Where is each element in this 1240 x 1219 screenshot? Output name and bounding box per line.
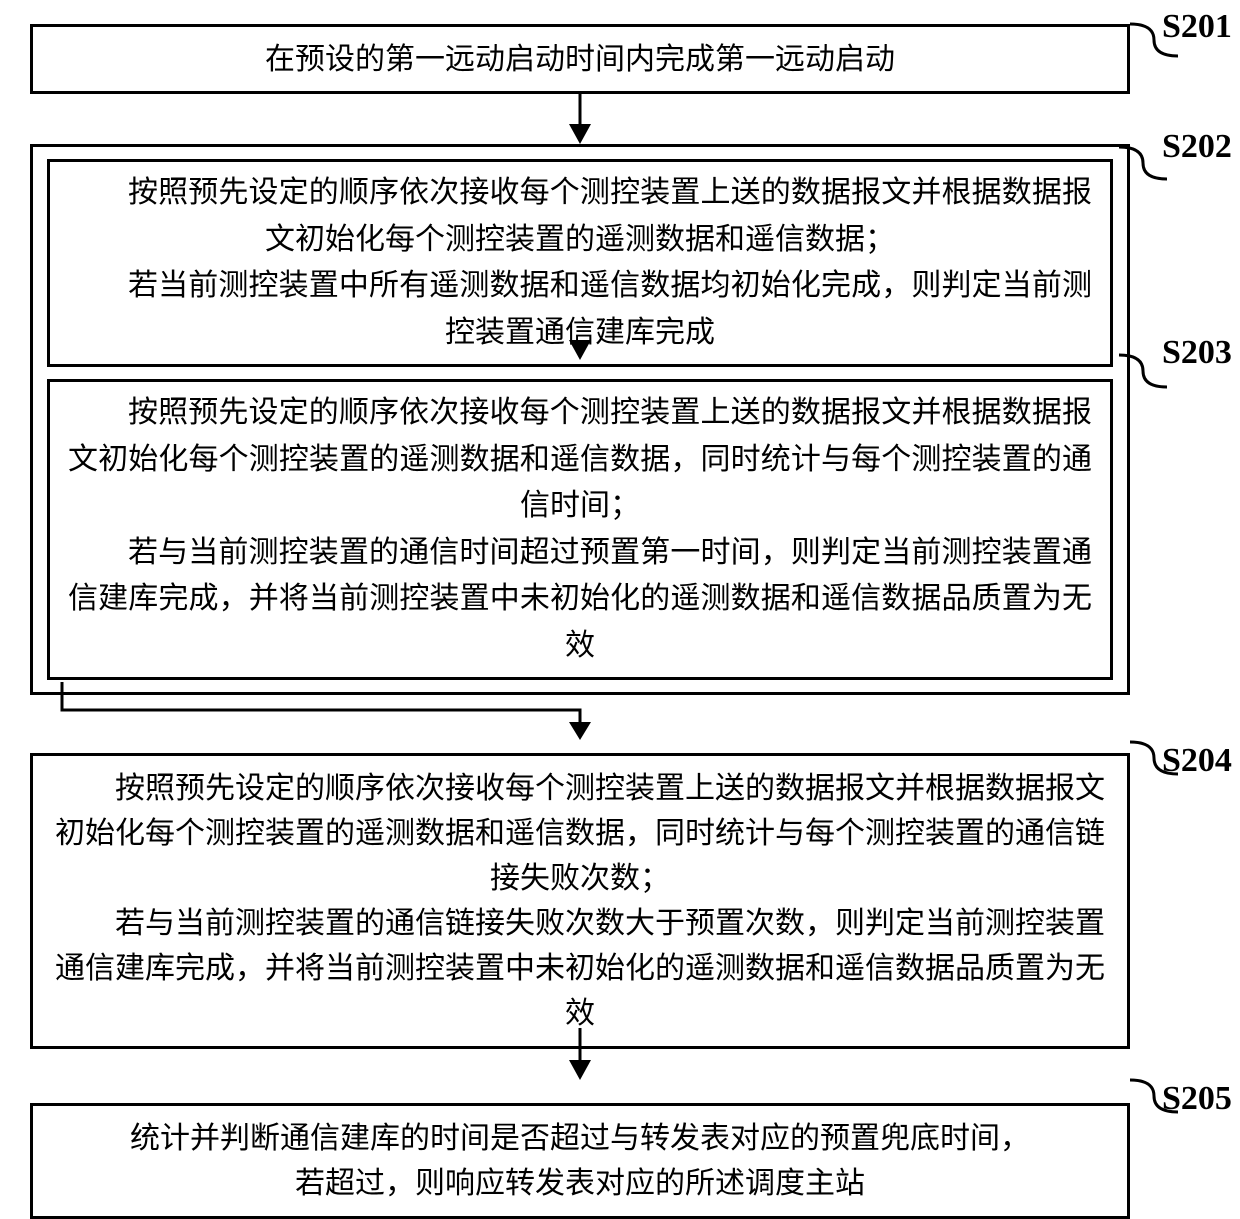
step-s202-box: 按照预先设定的顺序依次接收每个测控装置上送的数据报文并根据数据报文初始化每个测控… (47, 159, 1113, 367)
label-s204: S204 (1162, 742, 1232, 780)
label-s201: S201 (1162, 8, 1232, 46)
step-s204-box: 按照预先设定的顺序依次接收每个测控装置上送的数据报文并根据数据报文初始化每个测控… (30, 753, 1130, 1049)
step-s205-box: 统计并判断通信建库的时间是否超过与转发表对应的预置兜底时间， 若超过，则响应转发… (30, 1103, 1130, 1219)
connector-2 (30, 682, 1130, 742)
step-s205-l1: 统计并判断通信建库的时间是否超过与转发表对应的预置兜底时间， (51, 1116, 1109, 1161)
step-s201-text: 在预设的第一远动启动时间内完成第一远动启动 (265, 37, 895, 82)
outer-group-s202-s203: 按照预先设定的顺序依次接收每个测控装置上送的数据报文并根据数据报文初始化每个测控… (30, 144, 1130, 695)
label-s203: S203 (1162, 334, 1232, 372)
arrowhead-3 (569, 1060, 591, 1080)
connector-1 (579, 94, 582, 126)
step-s203-box: 按照预先设定的顺序依次接收每个测控装置上送的数据报文并根据数据报文初始化每个测控… (47, 379, 1113, 680)
connector-3 (579, 1028, 582, 1062)
arrowhead-inner (569, 340, 591, 360)
step-s202-p1: 按照预先设定的顺序依次接收每个测控装置上送的数据报文并根据数据报文初始化每个测控… (68, 170, 1092, 263)
step-s204-p1: 按照预先设定的顺序依次接收每个测控装置上送的数据报文并根据数据报文初始化每个测控… (55, 766, 1105, 901)
step-s201-box: 在预设的第一远动启动时间内完成第一远动启动 (30, 24, 1130, 94)
label-s202: S202 (1162, 128, 1232, 166)
step-s203-p2: 若与当前测控装置的通信时间超过预置第一时间，则判定当前测控装置通信建库完成，并将… (68, 530, 1092, 670)
label-s205: S205 (1162, 1080, 1232, 1118)
arrowhead-1 (569, 124, 591, 144)
step-s204-p2: 若与当前测控装置的通信链接失败次数大于预置次数，则判定当前测控装置通信建库完成，… (55, 901, 1105, 1036)
flowchart-diagram: 在预设的第一远动启动时间内完成第一远动启动 S201 按照预先设定的顺序依次接收… (30, 24, 1130, 1219)
step-s203-p1: 按照预先设定的顺序依次接收每个测控装置上送的数据报文并根据数据报文初始化每个测控… (68, 390, 1092, 530)
